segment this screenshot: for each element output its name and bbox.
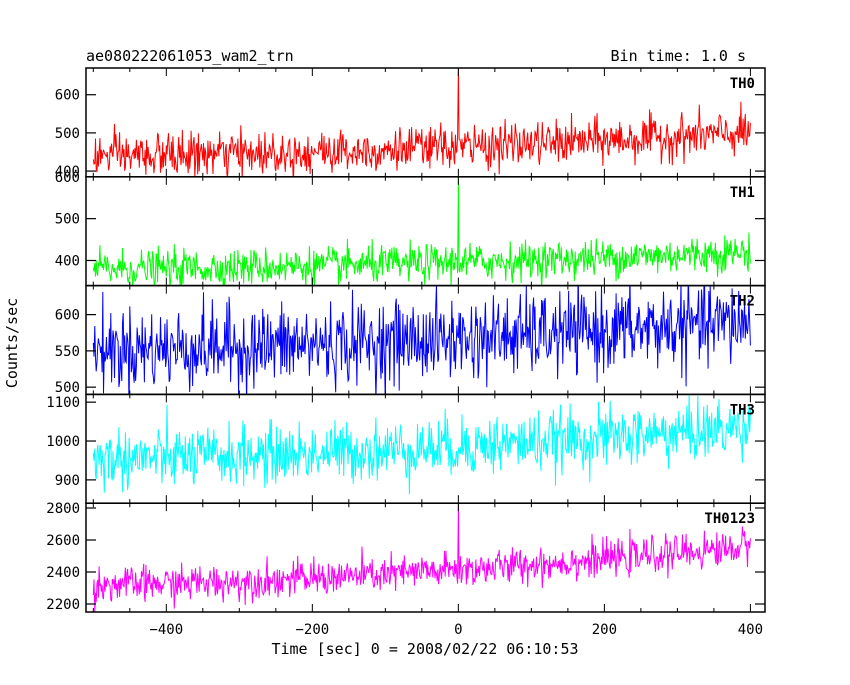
panel-th2: 500 550 600 TH2: [55, 284, 766, 396]
y-tick-label: 2400: [46, 565, 80, 581]
series-line-th0123: [92, 503, 751, 613]
panel-label-th0123: TH0123: [704, 511, 755, 527]
y-tick-label: 500: [55, 126, 80, 142]
y-tick-label: 2800: [46, 501, 80, 517]
x-axis: −400 −200 0 200 400: [149, 622, 763, 638]
panel-frame: [85, 67, 766, 178]
y-tick-label: 500: [55, 380, 80, 396]
panel-th0: 400 500 600 TH0: [55, 67, 766, 180]
y-tick-label: 600: [55, 88, 80, 104]
plot-title: ae080222061053_wam2_trn: [86, 47, 294, 65]
panels-group: 400 500 600 TH0 400 500 600 TH1 500 550 600 TH2 900 1…: [46, 67, 766, 613]
y-tick-label: 400: [55, 164, 80, 180]
panel-frame: [85, 502, 766, 613]
series-line-th1: [92, 176, 751, 286]
series-line-th2: [92, 285, 751, 395]
y-axis-label: Counts/sec: [3, 298, 21, 388]
y-tick-label: 600: [55, 308, 80, 324]
panel-th3: 900 1000 1100 TH3: [46, 393, 766, 504]
y-tick-label: 1100: [46, 395, 80, 411]
series-line-th3: [92, 394, 751, 495]
panel-th1: 400 500 600 TH1: [55, 170, 766, 287]
y-tick-label: 2200: [46, 597, 80, 613]
y-tick-label: 900: [55, 473, 80, 489]
panel-th0123: 2200 2400 2600 2800 TH0123: [46, 501, 766, 613]
y-tick-label: 500: [55, 212, 80, 228]
series-line-th0: [92, 68, 751, 177]
x-tick-label: 400: [738, 622, 763, 638]
y-tick-label: 1000: [46, 434, 80, 450]
y-tick-label: 600: [55, 170, 80, 186]
x-tick-label: 200: [592, 622, 617, 638]
x-axis-label: Time [sec] 0 = 2008/02/22 06:10:53: [271, 640, 578, 658]
x-tick-label: 0: [454, 622, 462, 638]
x-tick-label: −200: [295, 622, 329, 638]
bin-time-label: Bin time: 1.0 s: [611, 47, 746, 65]
y-tick-label: 400: [55, 253, 80, 269]
y-tick-label: 550: [55, 344, 80, 360]
panel-label-th3: TH3: [730, 402, 755, 418]
x-tick-label: −400: [149, 622, 183, 638]
panel-label-th0: TH0: [730, 76, 755, 92]
panel-label-th2: TH2: [730, 294, 755, 310]
y-tick-label: 2600: [46, 533, 80, 549]
panel-label-th1: TH1: [730, 185, 755, 201]
